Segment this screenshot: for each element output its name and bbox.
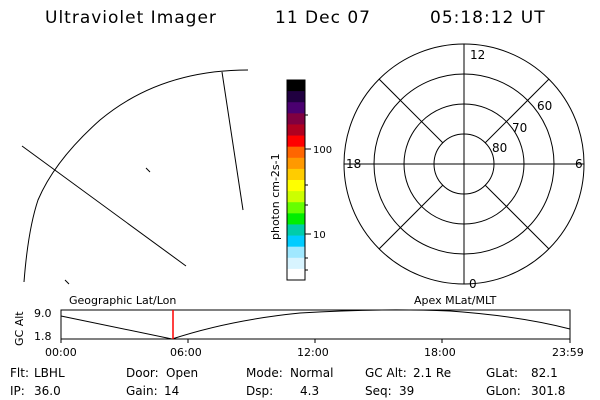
altitude-curve — [60, 309, 571, 340]
grid-tick-small — [145, 167, 151, 173]
mlat-label-80: 80 — [492, 141, 507, 155]
dsp-label: Dsp: — [246, 384, 274, 398]
colorbar-frame — [286, 79, 306, 281]
colorbar: 100 10 photon cm-2s-1 — [269, 79, 332, 281]
gain-value: 14 — [164, 384, 180, 398]
glat-label: GLat: — [486, 366, 519, 380]
altitude-plot-frame — [60, 309, 571, 340]
polar-diag-ne — [484, 78, 550, 144]
gc-alt-label: GC Alt: — [365, 366, 407, 380]
x-tick-label-0600: 06:00 — [170, 346, 202, 359]
x-axis-ticks — [60, 339, 571, 343]
colorbar-cell — [287, 91, 305, 103]
geographic-label: Geographic Lat/Lon — [69, 294, 176, 307]
map-boundary-arc — [23, 69, 249, 283]
mlat-label-60: 60 — [537, 99, 552, 113]
glon-value: 301.8 — [531, 384, 566, 398]
glon-label: GLon: — [486, 384, 521, 398]
app-title: Ultraviolet Imager — [45, 8, 217, 28]
colorbar-cell — [287, 257, 305, 270]
x-tick-label-0000: 00:00 — [45, 346, 77, 359]
colorbar-cell — [287, 146, 305, 159]
x-tick-label-1200: 12:00 — [297, 346, 329, 359]
grid-tick-corner — [64, 279, 70, 285]
colorbar-cell — [287, 224, 305, 237]
colorbar-cell — [287, 268, 305, 281]
grid-line-diagonal — [21, 145, 187, 267]
gc-alt-value: 2.1 Re — [413, 366, 452, 380]
mlt-label-6: 6 — [575, 157, 583, 171]
colorbar-cell — [287, 235, 305, 248]
geographic-map-panel — [21, 69, 249, 285]
mlt-label-12: 12 — [470, 48, 485, 62]
colorbar-cell — [287, 124, 305, 137]
seq-label: Seq: — [365, 384, 392, 398]
colorbar-unit-label: photon cm-2s-1 — [269, 153, 282, 240]
colorbar-cell — [287, 202, 305, 214]
colorbar-cell — [287, 113, 305, 125]
colorbar-tick-label-10: 10 — [313, 230, 326, 241]
mode-label: Mode: — [246, 366, 283, 380]
mlt-label-18: 18 — [346, 157, 361, 171]
polar-plot — [343, 43, 585, 285]
dsp-value: 4.3 — [300, 384, 320, 398]
y-tick-label-1-8: 1.8 — [34, 330, 52, 343]
time-readout: 05:18:12 UT — [430, 8, 546, 28]
gain-label: Gain: — [126, 384, 158, 398]
mlt-label-0: 0 — [469, 277, 477, 291]
colorbar-cell — [287, 180, 305, 192]
door-value: Open — [166, 366, 199, 380]
colorbar-cell — [287, 246, 305, 259]
glat-value: 82.1 — [531, 366, 558, 380]
colorbar-cell — [287, 157, 305, 170]
x-tick-label-2359: 23:59 — [552, 346, 584, 359]
flt-value: LBHL — [34, 366, 65, 380]
apex-label: Apex MLat/MLT — [414, 294, 497, 307]
grid-line-steep — [221, 71, 244, 211]
ip-value: 36.0 — [34, 384, 61, 398]
polar-diag-se — [484, 184, 550, 250]
date-readout: 11 Dec 07 — [275, 8, 371, 28]
polar-diag-nw — [378, 78, 444, 144]
colorbar-cell — [287, 80, 305, 92]
colorbar-cell — [287, 213, 305, 225]
mlat-label-70: 70 — [512, 121, 527, 135]
door-label: Door: — [126, 366, 159, 380]
colorbar-cell — [287, 135, 305, 148]
gc-alt-axis-title: GC Alt — [13, 311, 26, 346]
x-tick-label-1800: 18:00 — [424, 346, 456, 359]
y-tick-label-9: 9.0 — [34, 307, 52, 320]
flt-label: Flt: — [10, 366, 29, 380]
colorbar-cell — [287, 168, 305, 181]
mode-value: Normal — [290, 366, 334, 380]
colorbar-cell — [287, 102, 305, 114]
seq-value: 39 — [399, 384, 415, 398]
colorbar-cell — [287, 191, 305, 203]
colorbar-tick-label-100: 100 — [313, 145, 332, 156]
ip-label: IP: — [10, 384, 25, 398]
polar-diag-sw — [378, 184, 444, 250]
